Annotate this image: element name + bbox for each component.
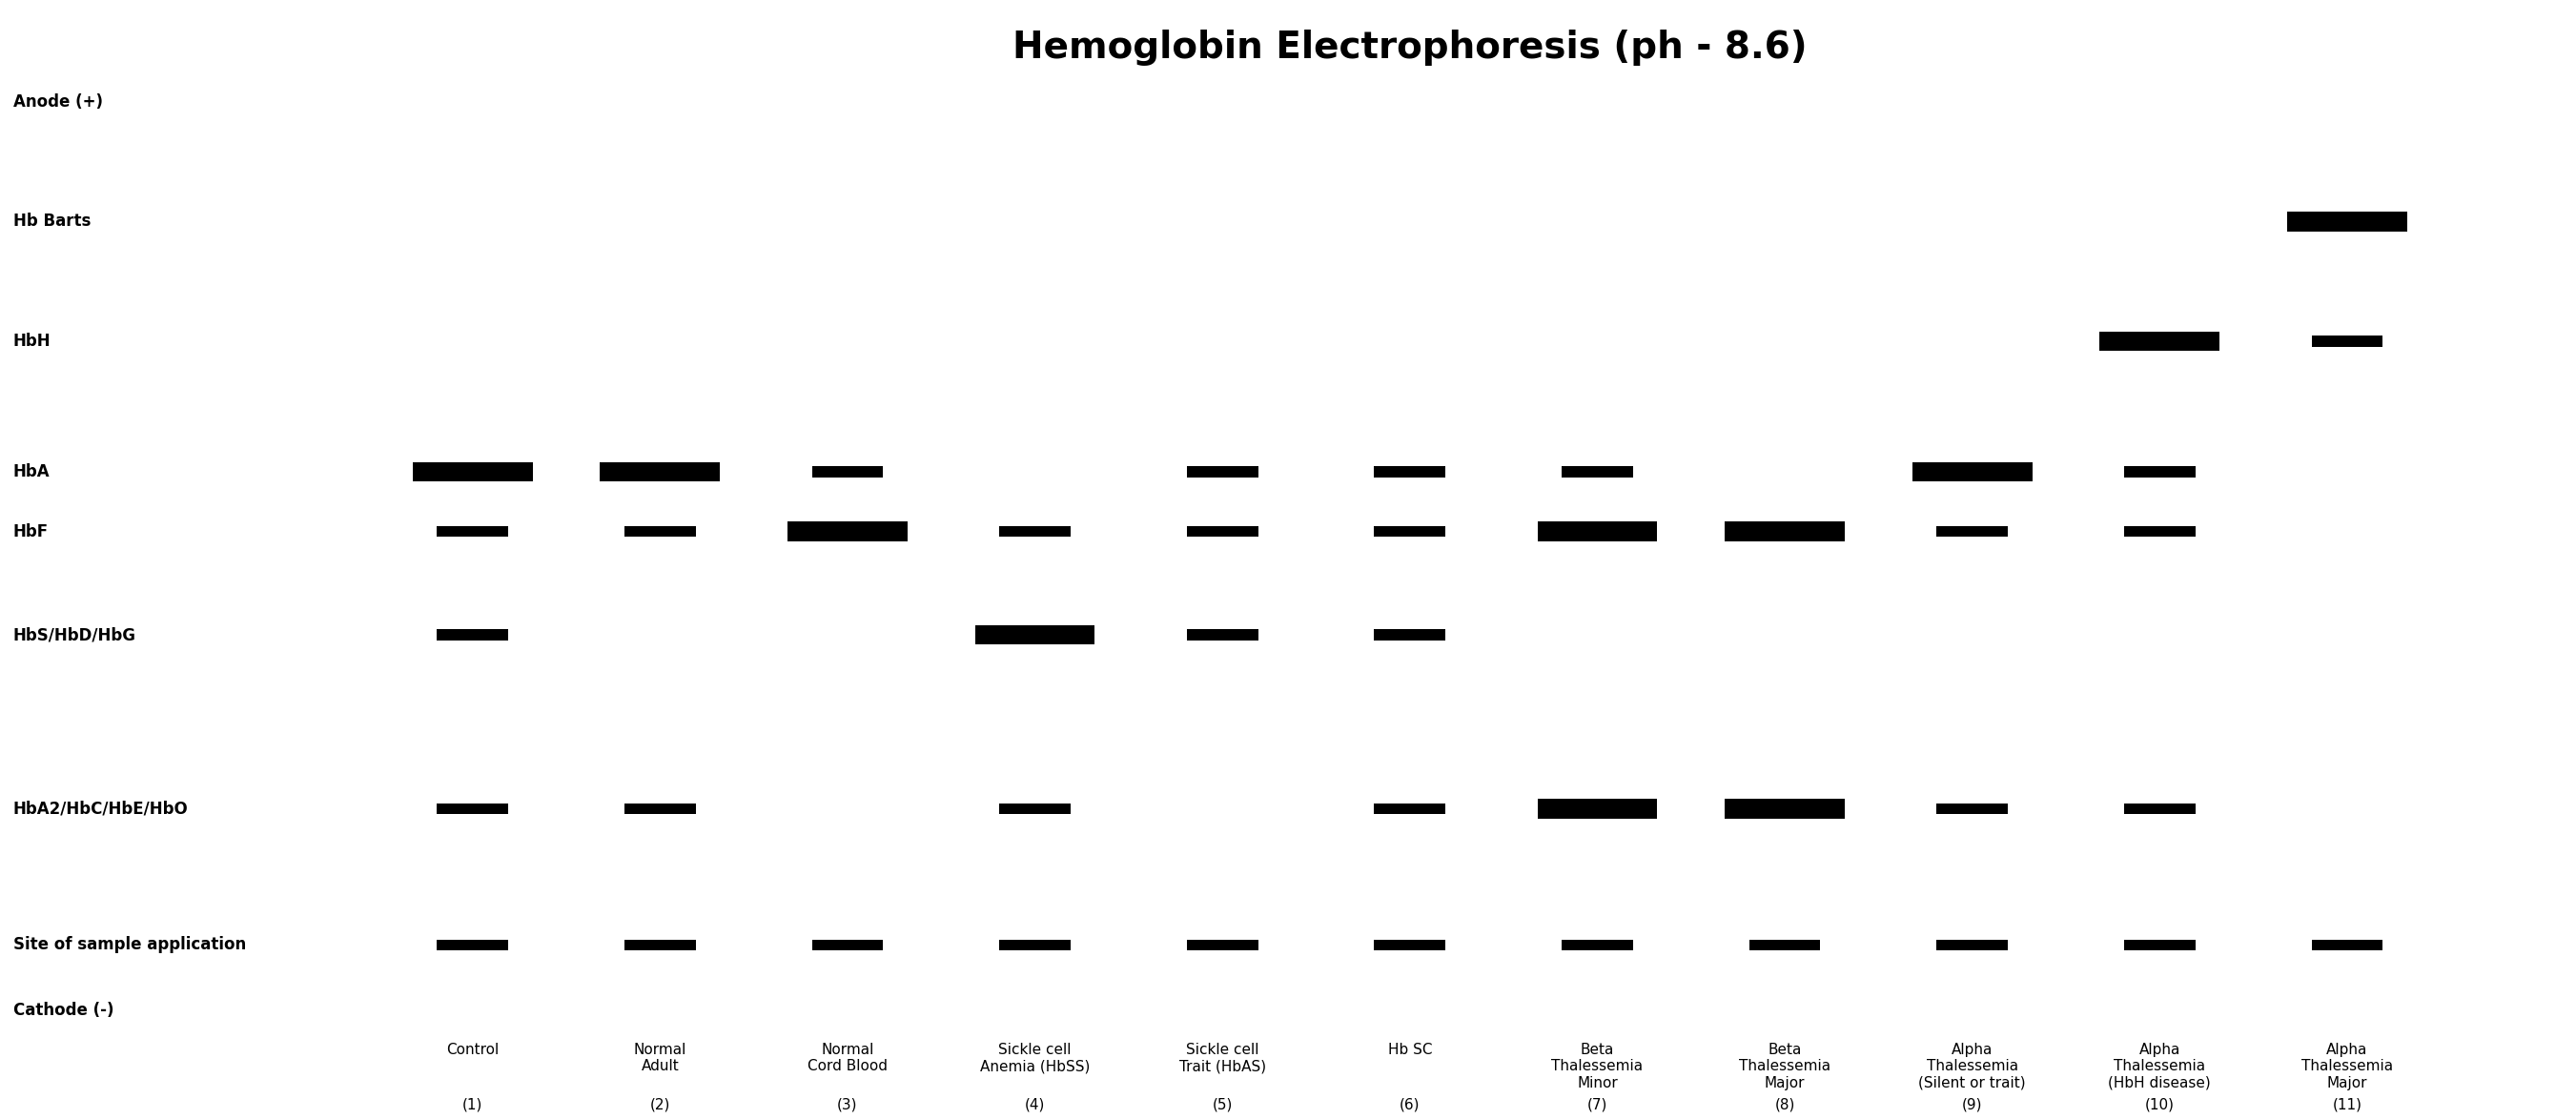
FancyBboxPatch shape	[1538, 521, 1656, 542]
FancyBboxPatch shape	[412, 462, 533, 481]
FancyBboxPatch shape	[623, 526, 696, 537]
FancyBboxPatch shape	[2099, 331, 2221, 351]
FancyBboxPatch shape	[2125, 467, 2195, 477]
Text: (8): (8)	[1775, 1097, 1795, 1111]
FancyBboxPatch shape	[1726, 799, 1844, 819]
FancyBboxPatch shape	[999, 526, 1072, 537]
Text: Alpha
Thalessemia
(Silent or trait): Alpha Thalessemia (Silent or trait)	[1919, 1043, 2025, 1090]
FancyBboxPatch shape	[623, 939, 696, 950]
FancyBboxPatch shape	[811, 467, 884, 477]
FancyBboxPatch shape	[1188, 526, 1257, 537]
Text: Cathode (-): Cathode (-)	[13, 1002, 113, 1018]
FancyBboxPatch shape	[1937, 526, 2007, 537]
Text: HbF: HbF	[13, 523, 49, 540]
FancyBboxPatch shape	[788, 521, 907, 542]
FancyBboxPatch shape	[438, 939, 507, 950]
Text: Beta
Thalessemia
Minor: Beta Thalessemia Minor	[1551, 1043, 1643, 1090]
FancyBboxPatch shape	[1373, 526, 1445, 537]
FancyBboxPatch shape	[974, 626, 1095, 645]
Text: (10): (10)	[2146, 1097, 2174, 1111]
FancyBboxPatch shape	[2125, 526, 2195, 537]
Text: (5): (5)	[1213, 1097, 1231, 1111]
Text: HbA2/HbC/HbE/HbO: HbA2/HbC/HbE/HbO	[13, 800, 188, 818]
Text: Sickle cell
Anemia (HbSS): Sickle cell Anemia (HbSS)	[979, 1043, 1090, 1073]
FancyBboxPatch shape	[438, 629, 507, 640]
FancyBboxPatch shape	[1373, 803, 1445, 815]
FancyBboxPatch shape	[1561, 467, 1633, 477]
Text: (1): (1)	[464, 1097, 482, 1111]
FancyBboxPatch shape	[1188, 629, 1257, 640]
Text: Hb SC: Hb SC	[1388, 1043, 1432, 1057]
Text: (6): (6)	[1399, 1097, 1419, 1111]
Text: (9): (9)	[1963, 1097, 1984, 1111]
FancyBboxPatch shape	[1538, 799, 1656, 819]
Text: Normal
Adult: Normal Adult	[634, 1043, 685, 1073]
Text: Sickle cell
Trait (HbAS): Sickle cell Trait (HbAS)	[1180, 1043, 1265, 1073]
Text: (7): (7)	[1587, 1097, 1607, 1111]
Text: HbS/HbD/HbG: HbS/HbD/HbG	[13, 627, 137, 643]
FancyBboxPatch shape	[2125, 939, 2195, 950]
FancyBboxPatch shape	[438, 526, 507, 537]
Text: Anode (+): Anode (+)	[13, 93, 103, 111]
Text: Control: Control	[446, 1043, 500, 1057]
Text: Normal
Cord Blood: Normal Cord Blood	[806, 1043, 889, 1073]
FancyBboxPatch shape	[1937, 939, 2007, 950]
FancyBboxPatch shape	[1937, 803, 2007, 815]
FancyBboxPatch shape	[1749, 939, 1821, 950]
Text: (2): (2)	[649, 1097, 670, 1111]
FancyBboxPatch shape	[1911, 462, 2032, 481]
FancyBboxPatch shape	[1188, 467, 1257, 477]
Text: HbH: HbH	[13, 332, 52, 350]
FancyBboxPatch shape	[2311, 939, 2383, 950]
FancyBboxPatch shape	[2311, 336, 2383, 347]
FancyBboxPatch shape	[811, 939, 884, 950]
FancyBboxPatch shape	[1373, 629, 1445, 640]
FancyBboxPatch shape	[600, 462, 721, 481]
Text: Alpha
Thalessemia
Major: Alpha Thalessemia Major	[2300, 1043, 2393, 1090]
FancyBboxPatch shape	[2125, 803, 2195, 815]
Text: Hb Barts: Hb Barts	[13, 213, 90, 231]
FancyBboxPatch shape	[1561, 939, 1633, 950]
FancyBboxPatch shape	[999, 939, 1072, 950]
Text: (3): (3)	[837, 1097, 858, 1111]
Text: (4): (4)	[1025, 1097, 1046, 1111]
Text: Alpha
Thalessemia
(HbH disease): Alpha Thalessemia (HbH disease)	[2107, 1043, 2210, 1090]
Text: HbA: HbA	[13, 463, 49, 480]
Text: (11): (11)	[2331, 1097, 2362, 1111]
FancyBboxPatch shape	[623, 803, 696, 815]
Text: Hemoglobin Electrophoresis (ph - 8.6): Hemoglobin Electrophoresis (ph - 8.6)	[1012, 29, 1808, 66]
FancyBboxPatch shape	[438, 803, 507, 815]
FancyBboxPatch shape	[1373, 939, 1445, 950]
FancyBboxPatch shape	[1726, 521, 1844, 542]
Text: Site of sample application: Site of sample application	[13, 937, 247, 953]
FancyBboxPatch shape	[1373, 467, 1445, 477]
Text: Beta
Thalessemia
Major: Beta Thalessemia Major	[1739, 1043, 1832, 1090]
FancyBboxPatch shape	[2287, 211, 2406, 232]
FancyBboxPatch shape	[1188, 939, 1257, 950]
FancyBboxPatch shape	[999, 803, 1072, 815]
